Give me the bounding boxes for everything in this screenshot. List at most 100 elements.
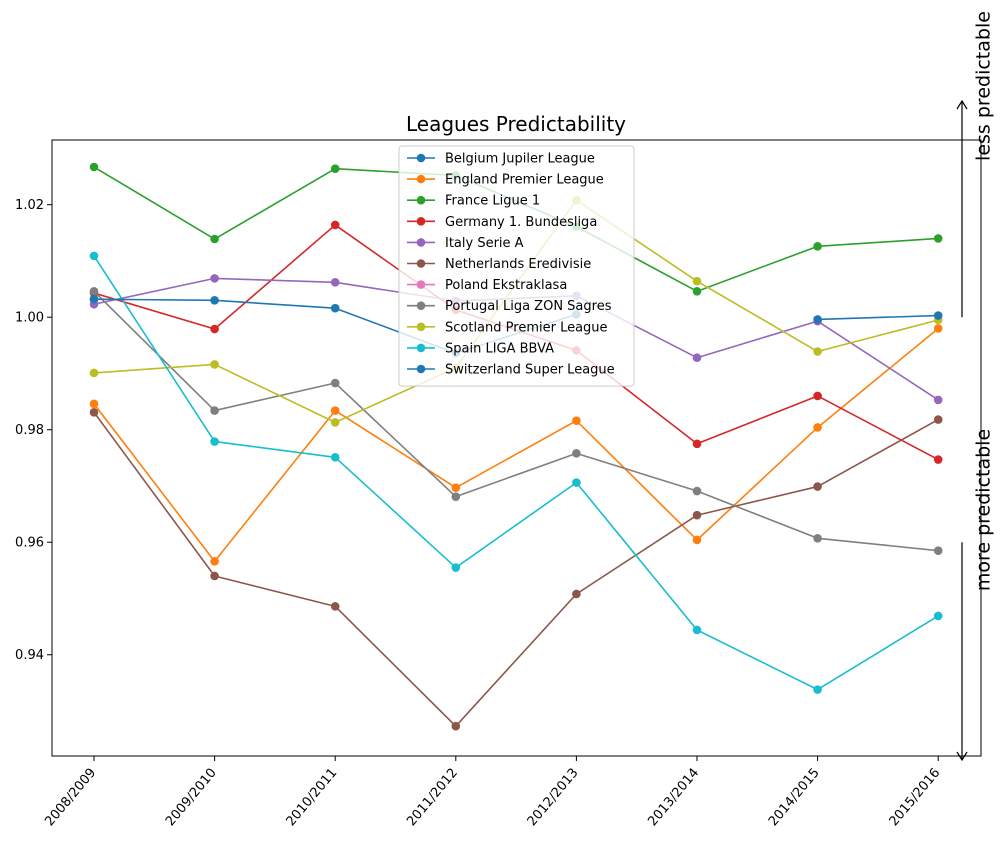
legend-label: Italy Serie A <box>445 236 524 251</box>
data-point <box>210 296 219 305</box>
x-axis: 2008/2009 2009/2010 2010/2011 2011/2012 2012… <box>42 756 943 829</box>
legend-marker <box>416 238 426 247</box>
data-point <box>451 563 461 572</box>
x-tick-label: 2013/2014 <box>645 766 702 830</box>
annotation-label: less predictable <box>973 11 995 161</box>
legend-entry: England Premier League <box>407 173 604 188</box>
data-point <box>933 546 943 555</box>
data-point <box>692 510 702 520</box>
legend-entry: Portugal Liga ZON Sagres <box>407 299 612 314</box>
legend-box <box>398 145 635 387</box>
annotation-up: less predictable <box>956 11 995 318</box>
data-point <box>813 685 822 694</box>
data-point <box>692 486 702 496</box>
data-point <box>692 276 702 286</box>
series-line <box>93 411 939 727</box>
data-point <box>813 242 822 251</box>
series-1 <box>89 324 943 566</box>
legend-marker <box>416 343 426 353</box>
data-point <box>210 437 219 446</box>
legend-entry: Spain LIGA BBVA <box>407 341 554 356</box>
legend-entry: Italy Serie A <box>407 236 524 251</box>
data-point <box>210 274 219 283</box>
data-point <box>330 303 340 313</box>
data-point <box>330 602 340 611</box>
data-point <box>330 452 340 462</box>
legend-entry: Netherlands Eredivisie <box>407 257 591 272</box>
data-point <box>933 324 943 333</box>
y-tick-label: 0.94 <box>15 648 44 663</box>
data-point <box>572 449 581 458</box>
data-point <box>813 391 822 401</box>
legend-label: Germany 1. Bundesliga <box>445 215 597 230</box>
legend-marker <box>416 259 426 268</box>
data-point <box>89 407 99 417</box>
data-point <box>451 483 461 492</box>
legend-marker <box>416 301 426 311</box>
data-point <box>813 482 822 491</box>
x-tick-label: 2015/2016 <box>887 766 944 830</box>
legend-entry: Poland Ekstraklasa <box>407 278 567 293</box>
y-tick-label: 1.00 <box>15 311 44 326</box>
legend-label: Poland Ekstraklasa <box>445 278 567 293</box>
data-point <box>813 315 822 324</box>
annotation-arrow-head <box>956 751 968 762</box>
annotation-down: more predictable <box>956 429 995 762</box>
legend-entry: Germany 1. Bundesliga <box>407 215 597 230</box>
data-point <box>210 557 219 566</box>
series-7 <box>89 287 943 555</box>
data-point <box>330 278 340 287</box>
x-tick-label: 2011/2012 <box>404 766 461 830</box>
series-9 <box>89 251 943 694</box>
plot-area-frame <box>51 139 982 757</box>
legend-label: Scotland Premier League <box>445 320 608 335</box>
data-point <box>933 234 943 243</box>
x-tick-label: 2012/2013 <box>525 766 582 830</box>
data-point <box>89 368 99 378</box>
chart-title: Leagues Predictability <box>406 112 626 136</box>
data-point <box>89 251 99 261</box>
series-line <box>93 290 939 552</box>
data-point <box>933 311 943 320</box>
legend-marker <box>416 322 426 332</box>
data-point <box>330 220 340 230</box>
series-line <box>93 255 939 691</box>
legend-label: France Ligue 1 <box>445 194 540 209</box>
data-point <box>210 234 219 244</box>
data-point <box>933 455 943 464</box>
legend-entry: Scotland Premier League <box>407 320 608 335</box>
legend-marker <box>416 195 426 205</box>
data-point <box>933 395 943 405</box>
data-point <box>572 416 581 426</box>
data-point <box>572 478 581 487</box>
data-point <box>330 418 340 427</box>
legend-label: Netherlands Eredivisie <box>445 257 591 272</box>
annotation-label: more predictable <box>973 429 995 591</box>
legend-marker <box>416 364 426 374</box>
data-point <box>933 415 943 424</box>
series-5 <box>89 407 943 731</box>
y-tick-label: 0.96 <box>15 536 44 551</box>
data-point <box>89 287 99 296</box>
data-point <box>210 324 219 334</box>
x-tick-label: 2008/2009 <box>42 766 99 830</box>
x-tick-label: 2014/2015 <box>766 766 823 830</box>
legend-entry: Switzerland Super League <box>407 363 615 378</box>
legend-marker <box>416 153 426 163</box>
data-point <box>813 533 822 543</box>
legend-marker <box>416 217 426 226</box>
data-point <box>813 423 822 432</box>
legend-label: Belgium Jupiler League <box>445 152 595 167</box>
legend-label: Portugal Liga ZON Sagres <box>445 299 612 314</box>
data-point <box>210 406 219 415</box>
data-point <box>692 535 702 545</box>
legend-entry: Belgium Jupiler League <box>407 152 595 167</box>
data-point <box>89 399 99 409</box>
data-point <box>451 721 461 731</box>
data-point <box>89 162 99 172</box>
data-point <box>330 406 340 415</box>
x-tick-label: 2009/2010 <box>163 766 220 830</box>
y-tick-label: 0.98 <box>15 423 44 438</box>
data-point <box>330 378 340 388</box>
